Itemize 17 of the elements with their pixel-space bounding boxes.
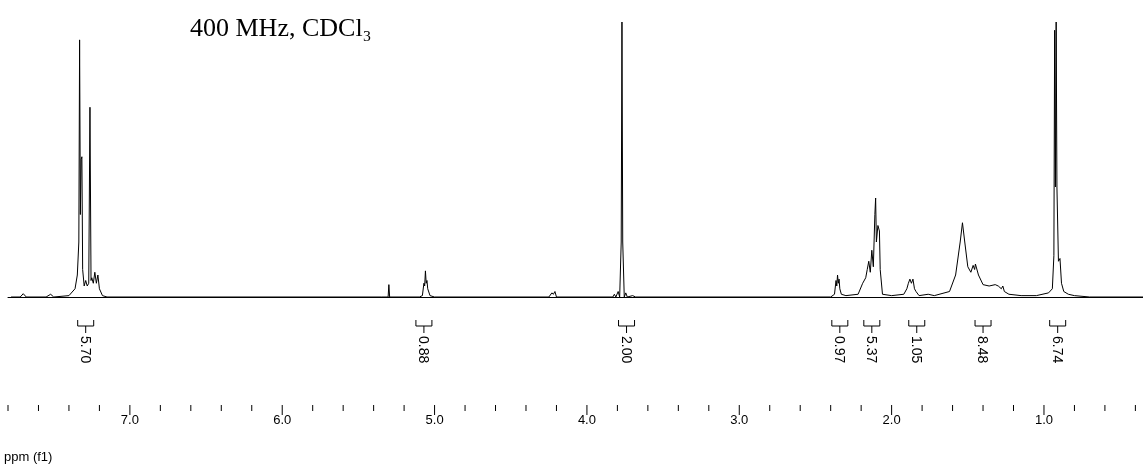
x-tick-label: 7.0 bbox=[120, 412, 139, 427]
annotation: 0.97 bbox=[831, 336, 848, 364]
annotation: 0.88 bbox=[415, 336, 432, 364]
annotation: 5.70 bbox=[77, 336, 94, 364]
x-tick-label: 1.0 bbox=[1034, 412, 1054, 427]
x-tick-label: 3.0 bbox=[730, 412, 749, 427]
annotation: 1.05 bbox=[908, 336, 925, 364]
chart-title: 400 MHz, CDCl₃ bbox=[190, 12, 372, 42]
annotation: 8.48 bbox=[975, 336, 992, 364]
x-tick-label: 6.0 bbox=[273, 412, 292, 427]
annotation: 5.37 bbox=[863, 336, 880, 364]
x-axis-title: ppm (f1) bbox=[4, 449, 53, 464]
x-tick-label: 4.0 bbox=[577, 412, 596, 427]
x-tick-label: 2.0 bbox=[882, 412, 901, 427]
annotation: 2.00 bbox=[618, 336, 635, 364]
x-tick-label: 5.0 bbox=[425, 412, 444, 427]
annotation: 6.74 bbox=[1049, 336, 1066, 364]
